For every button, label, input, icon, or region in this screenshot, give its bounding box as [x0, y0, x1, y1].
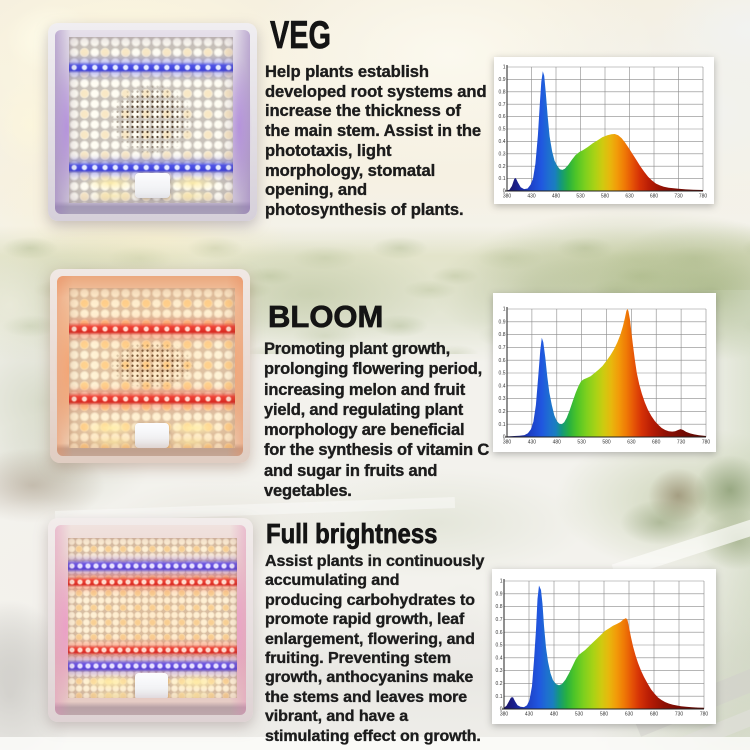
- svg-text:0.6: 0.6: [499, 358, 506, 364]
- svg-text:0.5: 0.5: [496, 643, 503, 649]
- svg-text:0.3: 0.3: [499, 396, 506, 402]
- svg-text:730: 730: [674, 194, 683, 200]
- svg-text:630: 630: [625, 712, 634, 718]
- svg-text:0.9: 0.9: [499, 319, 506, 325]
- svg-text:1: 1: [503, 65, 506, 71]
- svg-text:0.2: 0.2: [496, 681, 503, 687]
- svg-text:780: 780: [699, 194, 708, 200]
- svg-text:1: 1: [500, 579, 503, 585]
- svg-text:580: 580: [601, 194, 610, 200]
- svg-text:0: 0: [503, 189, 506, 195]
- svg-text:0.9: 0.9: [496, 591, 503, 597]
- svg-text:530: 530: [575, 712, 584, 718]
- svg-text:580: 580: [602, 440, 611, 446]
- svg-text:380: 380: [503, 440, 512, 446]
- svg-text:630: 630: [627, 440, 636, 446]
- svg-text:0.8: 0.8: [499, 332, 506, 338]
- svg-text:0.4: 0.4: [499, 383, 506, 389]
- svg-text:780: 780: [700, 712, 709, 718]
- svg-text:480: 480: [550, 712, 559, 718]
- svg-text:0.1: 0.1: [496, 694, 503, 700]
- svg-text:0.4: 0.4: [499, 139, 506, 145]
- svg-text:0.5: 0.5: [499, 127, 506, 133]
- svg-text:0.2: 0.2: [499, 164, 506, 170]
- svg-text:0.7: 0.7: [496, 617, 503, 623]
- svg-text:0.1: 0.1: [499, 176, 506, 182]
- svg-text:0.3: 0.3: [496, 668, 503, 674]
- svg-text:680: 680: [650, 712, 659, 718]
- svg-text:680: 680: [650, 194, 659, 200]
- svg-text:580: 580: [600, 712, 609, 718]
- svg-text:380: 380: [500, 712, 509, 718]
- svg-text:730: 730: [677, 440, 686, 446]
- svg-text:0.5: 0.5: [499, 371, 506, 377]
- svg-text:0.6: 0.6: [499, 114, 506, 120]
- svg-text:0.7: 0.7: [499, 102, 506, 108]
- svg-text:0: 0: [500, 707, 503, 713]
- svg-text:480: 480: [552, 194, 561, 200]
- svg-text:630: 630: [625, 194, 634, 200]
- svg-text:0.7: 0.7: [499, 345, 506, 351]
- svg-text:530: 530: [577, 440, 586, 446]
- svg-text:430: 430: [528, 440, 537, 446]
- svg-text:0: 0: [503, 435, 506, 441]
- svg-text:0.4: 0.4: [496, 655, 503, 661]
- svg-text:380: 380: [503, 194, 512, 200]
- svg-text:0.1: 0.1: [499, 422, 506, 428]
- svg-text:730: 730: [675, 712, 684, 718]
- svg-text:0.9: 0.9: [499, 77, 506, 83]
- svg-text:530: 530: [576, 194, 585, 200]
- svg-text:430: 430: [527, 194, 536, 200]
- svg-text:1: 1: [503, 307, 506, 313]
- svg-text:430: 430: [525, 712, 534, 718]
- svg-text:0.3: 0.3: [499, 151, 506, 157]
- svg-text:680: 680: [652, 440, 661, 446]
- svg-text:0.8: 0.8: [496, 604, 503, 610]
- svg-text:0.2: 0.2: [499, 409, 506, 415]
- svg-text:0.6: 0.6: [496, 630, 503, 636]
- svg-text:0.8: 0.8: [499, 89, 506, 95]
- svg-text:480: 480: [553, 440, 562, 446]
- svg-text:780: 780: [702, 440, 711, 446]
